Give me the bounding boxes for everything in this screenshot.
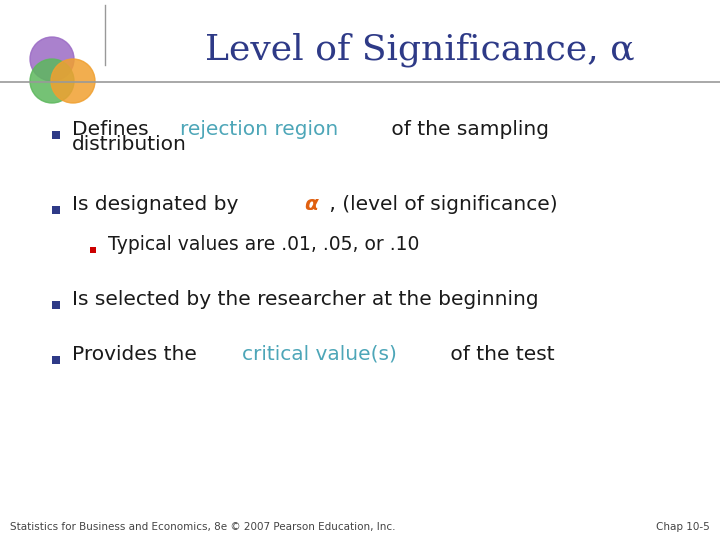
Text: Typical values are .01, .05, or .10: Typical values are .01, .05, or .10 [108, 235, 419, 254]
Circle shape [30, 37, 74, 81]
FancyBboxPatch shape [52, 206, 60, 214]
Text: Defines: Defines [72, 120, 155, 139]
Text: α: α [305, 195, 318, 214]
Text: Provides the: Provides the [72, 345, 203, 364]
Text: Is selected by the researcher at the beginning: Is selected by the researcher at the beg… [72, 290, 539, 309]
Text: Level of Significance, α: Level of Significance, α [205, 33, 635, 68]
Text: Is designated by: Is designated by [72, 195, 251, 214]
FancyBboxPatch shape [52, 301, 60, 309]
Text: distribution: distribution [72, 135, 187, 154]
Text: critical value(s): critical value(s) [243, 345, 397, 364]
Circle shape [51, 59, 95, 103]
FancyBboxPatch shape [52, 131, 60, 139]
Text: Chap 10-5: Chap 10-5 [656, 522, 710, 532]
FancyBboxPatch shape [52, 356, 60, 364]
Text: Statistics for Business and Economics, 8e © 2007 Pearson Education, Inc.: Statistics for Business and Economics, 8… [10, 522, 395, 532]
Text: rejection region: rejection region [180, 120, 338, 139]
FancyBboxPatch shape [90, 247, 96, 253]
Text: , (level of significance): , (level of significance) [323, 195, 557, 214]
Text: of the sampling: of the sampling [385, 120, 549, 139]
Text: of the test: of the test [444, 345, 554, 364]
Circle shape [30, 59, 74, 103]
